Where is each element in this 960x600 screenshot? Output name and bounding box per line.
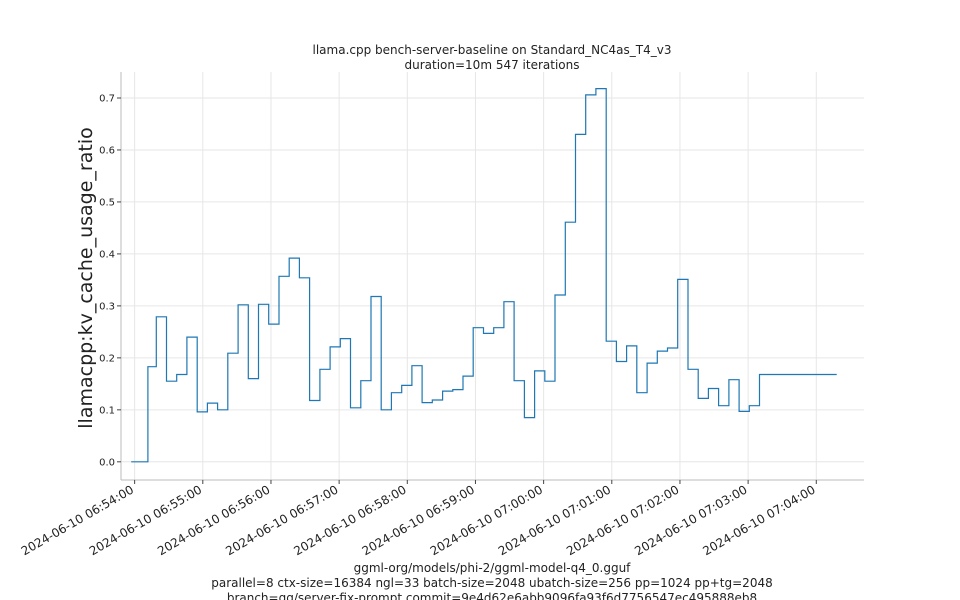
y-tick-label: 0.5 (99, 197, 115, 208)
chart-subtitle: duration=10m 547 iterations (405, 58, 580, 72)
series-line (131, 88, 837, 463)
x-tick-label: 2024-06-10 07:00:00 (428, 482, 545, 558)
x-tick-label: 2024-06-10 06:57:00 (223, 482, 340, 558)
y-ticks: 0.0 0.1 0.2 0.3 0.4 0.5 0.6 0.7 (99, 93, 121, 468)
x-tick-label: 2024-06-10 07:03:00 (632, 482, 749, 558)
x-axis-label-model: ggml-org/models/phi-2/ggml-model-q4_0.gg… (354, 561, 632, 575)
x-axis-label-params: parallel=8 ctx-size=16384 ngl=33 batch-s… (211, 576, 772, 590)
plot-area (121, 72, 864, 480)
y-tick-label: 0.0 (99, 457, 115, 468)
x-tick-label: 2024-06-10 06:59:00 (360, 482, 477, 558)
y-tick-label: 0.6 (99, 145, 115, 156)
chart-title: llama.cpp bench-server-baseline on Stand… (313, 43, 672, 57)
x-tick-label: 2024-06-10 06:58:00 (291, 482, 408, 558)
x-tick-label: 2024-06-10 06:55:00 (87, 482, 204, 558)
y-axis-label: llamacpp:kv_cache_usage_ratio (75, 127, 97, 428)
x-axis-label-branch: branch=gg/server-fix-prompt commit=9e4d6… (227, 591, 757, 600)
y-tick-label: 0.1 (99, 405, 115, 416)
y-tick-label: 0.2 (99, 353, 115, 364)
y-tick-label: 0.3 (99, 301, 115, 312)
x-tick-label: 2024-06-10 07:04:00 (700, 482, 817, 558)
axes (120, 72, 864, 481)
y-tick-label: 0.7 (99, 93, 115, 104)
y-tick-label: 0.4 (99, 249, 115, 260)
series (131, 88, 837, 463)
x-tick-label: 2024-06-10 07:01:00 (496, 482, 613, 558)
grid (121, 72, 864, 480)
x-tick-label: 2024-06-10 06:56:00 (155, 482, 272, 558)
x-tick-label: 2024-06-10 06:54:00 (19, 482, 136, 558)
x-tick-label: 2024-06-10 07:02:00 (564, 482, 681, 558)
